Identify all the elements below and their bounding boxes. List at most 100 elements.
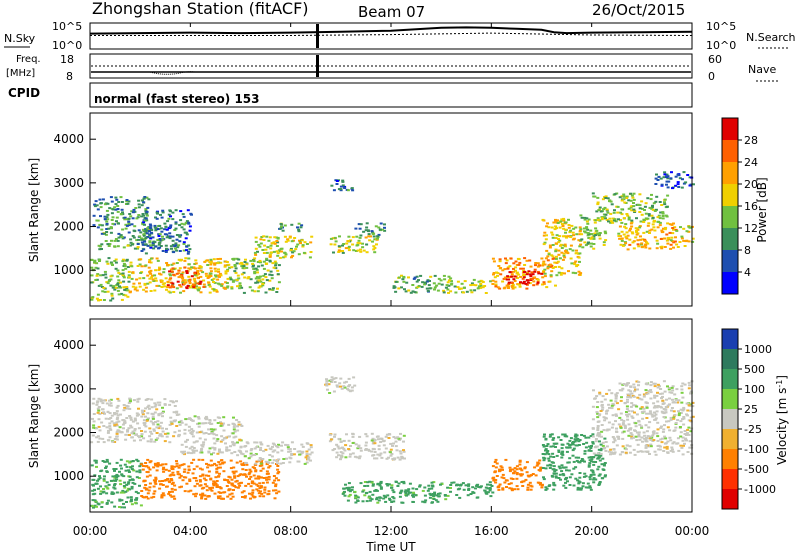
heatmap-cell — [212, 428, 216, 431]
heatmap-cell — [679, 420, 683, 423]
heatmap-cell — [619, 243, 623, 246]
heatmap-cell — [178, 250, 182, 252]
power-colorbar-tick-label: 16 — [744, 200, 758, 213]
velocity-colorbar-swatch — [722, 449, 738, 469]
heatmap-cell — [231, 280, 235, 283]
heatmap-cell — [299, 242, 302, 245]
heatmap-cell — [213, 481, 217, 484]
heatmap-cell — [586, 482, 590, 485]
heatmap-cell — [683, 245, 687, 247]
heatmap-cell — [337, 454, 340, 457]
heatmap-cell — [98, 477, 102, 479]
heatmap-cell — [635, 217, 638, 220]
heatmap-cell — [687, 230, 691, 233]
heatmap-cell — [140, 204, 144, 207]
heatmap-cell — [341, 446, 345, 449]
heatmap-cell — [663, 246, 667, 248]
heatmap-cell — [103, 215, 107, 218]
heatmap-cell — [343, 490, 346, 493]
heatmap-cell — [550, 226, 554, 229]
heatmap-cell — [560, 464, 564, 467]
heatmap-cell — [648, 247, 652, 250]
heatmap-cell — [210, 489, 214, 492]
velocity-colorbar-swatch — [722, 489, 738, 509]
heatmap-cell — [666, 177, 670, 180]
heatmap-cell — [227, 449, 231, 452]
heatmap-cell — [452, 481, 456, 484]
heatmap-cell — [183, 468, 187, 471]
heatmap-cell — [152, 429, 156, 432]
heatmap-cell — [382, 497, 386, 500]
heatmap-cell — [607, 428, 611, 431]
heatmap-cell — [275, 245, 279, 247]
heatmap-cell — [195, 482, 199, 485]
heatmap-cell — [230, 492, 234, 495]
heatmap-cell — [241, 496, 244, 498]
heatmap-cell — [153, 481, 157, 484]
heatmap-cell — [561, 433, 565, 436]
heatmap-cell — [652, 382, 656, 385]
heatmap-cell — [365, 251, 369, 254]
heatmap-cell — [614, 400, 618, 403]
heatmap-cell — [159, 273, 163, 276]
heatmap-cell — [513, 488, 517, 491]
heatmap-cell — [637, 384, 640, 387]
heatmap-cell — [678, 426, 682, 428]
heatmap-cell — [133, 288, 137, 291]
heatmap-cell — [656, 439, 660, 442]
heatmap-cell — [405, 281, 409, 284]
heatmap-cell — [586, 222, 590, 225]
heatmap-cell — [494, 466, 498, 469]
heatmap-cell — [172, 495, 176, 498]
heatmap-cell — [592, 463, 596, 466]
heatmap-cell — [351, 189, 355, 192]
heatmap-cell — [626, 248, 630, 251]
heatmap-cell — [168, 235, 172, 238]
heatmap-cell — [153, 411, 157, 414]
heatmap-cell — [94, 200, 98, 203]
heatmap-cell — [430, 501, 434, 504]
heatmap-cell — [536, 463, 540, 466]
heatmap-cell — [607, 403, 611, 406]
heatmap-cell — [333, 381, 337, 383]
heatmap-cell — [115, 438, 119, 441]
heatmap-cell — [243, 495, 247, 498]
heatmap-cell — [96, 219, 100, 222]
heatmap-cell — [347, 377, 351, 380]
heatmap-cell — [158, 233, 162, 236]
heatmap-cell — [646, 451, 650, 453]
heatmap-cell — [658, 445, 662, 448]
heatmap-cell — [241, 263, 245, 266]
heatmap-cell — [599, 454, 603, 457]
heatmap-cell — [156, 259, 160, 262]
heatmap-cell — [427, 487, 431, 490]
heatmap-cell — [621, 422, 625, 425]
heatmap-cell — [509, 477, 513, 480]
heatmap-cell — [648, 435, 652, 438]
heatmap-cell — [341, 250, 344, 252]
heatmap-cell — [206, 466, 210, 469]
heatmap-cell — [125, 199, 129, 201]
heatmap-cell — [282, 458, 286, 460]
heatmap-cell — [665, 180, 669, 183]
heatmap-cell — [633, 211, 637, 213]
heatmap-cell — [161, 238, 165, 241]
heatmap-cell — [91, 489, 95, 492]
x-tick-label: 16:00 — [474, 524, 509, 538]
heatmap-cell — [621, 451, 625, 454]
heatmap-cell — [586, 242, 590, 245]
heatmap-cell — [604, 232, 608, 235]
heatmap-cell — [633, 453, 637, 456]
heatmap-cell — [253, 272, 257, 275]
heatmap-cell — [584, 244, 588, 247]
heatmap-cell — [674, 422, 678, 424]
heatmap-cell — [228, 266, 232, 269]
heatmap-cell — [669, 177, 673, 180]
heatmap-cell — [209, 258, 213, 261]
heatmap-cell — [283, 255, 287, 258]
heatmap-cell — [384, 500, 388, 503]
heatmap-cell — [654, 208, 658, 211]
heatmap-cell — [140, 250, 144, 252]
heatmap-cell — [688, 176, 692, 179]
